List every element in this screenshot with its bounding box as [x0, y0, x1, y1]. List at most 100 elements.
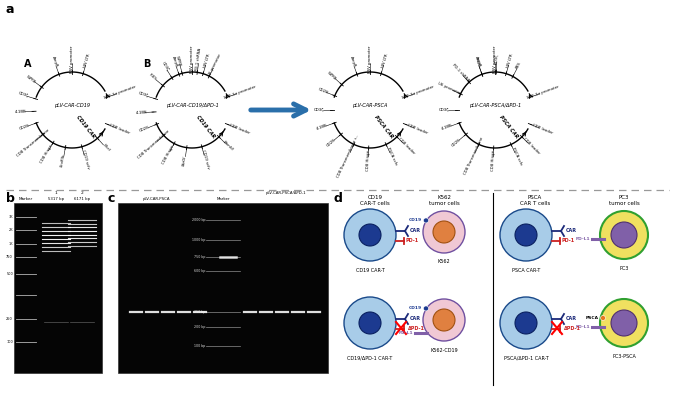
Text: a: a — [6, 3, 14, 16]
Text: CD28: CD28 — [139, 125, 151, 133]
FancyBboxPatch shape — [118, 203, 328, 373]
Text: CAR: CAR — [410, 228, 421, 233]
Text: 250: 250 — [6, 317, 13, 321]
Text: CD8 leader: CD8 leader — [531, 123, 554, 135]
Text: K562
tumor cells: K562 tumor cells — [429, 195, 460, 206]
Text: 1: 1 — [55, 191, 57, 195]
Text: PSCA
CAR T cells: PSCA CAR T cells — [520, 195, 550, 206]
Text: CD19 scfv: CD19 scfv — [200, 149, 210, 169]
Text: Marker: Marker — [216, 197, 230, 201]
Text: RSV promoter: RSV promoter — [190, 45, 194, 73]
Text: CD3ζ: CD3ζ — [314, 108, 324, 112]
Circle shape — [600, 211, 648, 259]
Circle shape — [344, 209, 396, 261]
Text: WPRE: WPRE — [327, 71, 338, 81]
Text: AmpR: AmpR — [474, 56, 481, 68]
Circle shape — [423, 218, 429, 223]
Text: CD19 CAR: CD19 CAR — [195, 115, 215, 139]
Text: CD8 Hinge: CD8 Hinge — [161, 145, 175, 165]
Circle shape — [433, 309, 455, 331]
Circle shape — [611, 222, 637, 248]
Text: NEF-1α promoter: NEF-1α promoter — [103, 85, 136, 100]
Circle shape — [600, 299, 648, 347]
Text: 6171 bp: 6171 bp — [74, 197, 90, 201]
Text: HIV LTR: HIV LTR — [381, 54, 389, 69]
Text: 2K: 2K — [8, 228, 13, 232]
Text: WPRE: WPRE — [176, 55, 182, 67]
Text: 100 bp: 100 bp — [194, 344, 205, 348]
Text: AmpR: AmpR — [171, 56, 178, 68]
Text: PD-L1: PD-L1 — [398, 331, 413, 335]
Text: PC3: PC3 — [620, 266, 628, 271]
Text: 2: 2 — [80, 191, 84, 195]
Text: NEF-1α promoter: NEF-1α promoter — [526, 85, 560, 100]
Text: PD-1 shRNA: PD-1 shRNA — [196, 48, 202, 71]
Circle shape — [359, 224, 381, 246]
Text: CD8 Transmembrane: CD8 Transmembrane — [138, 129, 171, 160]
Text: pLV-CAR-PSCA/ΔPD-1: pLV-CAR-PSCA/ΔPD-1 — [266, 191, 306, 195]
Text: PC3-PSCA: PC3-PSCA — [612, 354, 636, 359]
Text: c: c — [108, 192, 115, 205]
Text: CAR: CAR — [566, 228, 577, 233]
Text: U6 promoter: U6 promoter — [437, 81, 461, 96]
Text: NheI: NheI — [102, 143, 111, 152]
Text: CD19/ΔPD-1 CAR-T: CD19/ΔPD-1 CAR-T — [348, 356, 393, 361]
Text: PSCA CAR: PSCA CAR — [498, 115, 518, 139]
Circle shape — [423, 211, 465, 253]
Text: RSV promoter: RSV promoter — [368, 45, 372, 73]
Text: CD19 CAR: CD19 CAR — [75, 115, 96, 139]
Text: CD8 leader: CD8 leader — [228, 123, 250, 135]
Circle shape — [611, 310, 637, 336]
Text: PD-L1: PD-L1 — [575, 325, 590, 329]
Text: CD28: CD28 — [325, 138, 336, 148]
Text: PSCA: PSCA — [586, 316, 599, 320]
FancyBboxPatch shape — [14, 203, 102, 373]
Circle shape — [601, 316, 605, 320]
Text: HIV LTR: HIV LTR — [203, 54, 211, 69]
Text: EcoRIb: EcoRIb — [60, 153, 66, 167]
Text: CD8 leader: CD8 leader — [406, 123, 428, 135]
Text: CD28: CD28 — [450, 138, 461, 148]
Text: 750: 750 — [6, 256, 13, 260]
Text: BamHI: BamHI — [222, 140, 234, 152]
Text: PSCA/ΔPD-1 CAR-T: PSCA/ΔPD-1 CAR-T — [504, 356, 548, 361]
Text: CD19: CD19 — [409, 218, 422, 222]
Text: RSV promoter: RSV promoter — [70, 45, 74, 73]
Text: IRES: IRES — [148, 73, 157, 81]
Text: AmpR: AmpR — [51, 56, 59, 68]
Text: AmpR: AmpR — [349, 56, 356, 68]
Text: CD8 leader: CD8 leader — [397, 137, 415, 155]
Text: 4-1BB: 4-1BB — [441, 124, 453, 131]
Text: 100: 100 — [6, 340, 13, 344]
Text: PD-1 shRNA: PD-1 shRNA — [451, 63, 470, 83]
Text: pLV-CAR-CD19/ΔPD-1: pLV-CAR-CD19/ΔPD-1 — [165, 103, 219, 109]
Text: CD3ζ: CD3ζ — [138, 92, 148, 98]
Text: CD8 leader: CD8 leader — [109, 123, 130, 135]
Text: PC3
tumor cells: PC3 tumor cells — [609, 195, 639, 206]
Text: CD8 Transmembrane r...: CD8 Transmembrane r... — [337, 134, 360, 179]
Text: CD8 Hinge: CD8 Hinge — [40, 144, 53, 164]
Text: PSCA scfv: PSCA scfv — [511, 147, 522, 166]
Text: BsrGI: BsrGI — [182, 155, 188, 166]
Text: 1K: 1K — [8, 242, 13, 246]
Text: 200 bp: 200 bp — [194, 325, 205, 329]
Text: RSV promoter: RSV promoter — [493, 45, 497, 73]
Circle shape — [423, 306, 429, 311]
Text: 5317 bp: 5317 bp — [48, 197, 64, 201]
Text: pLV-CAR-CD19: pLV-CAR-CD19 — [54, 103, 90, 109]
Text: pLV-CAR-PSCA: pLV-CAR-PSCA — [142, 197, 169, 201]
Text: NEF-1α promoter: NEF-1α promoter — [223, 85, 256, 100]
Text: CD8 Hinge: CD8 Hinge — [491, 150, 495, 171]
Text: CD19: CD19 — [409, 307, 422, 310]
Text: CD3ζ: CD3ζ — [161, 61, 169, 72]
Text: 750 bp: 750 bp — [194, 256, 205, 260]
Text: 2000 bp: 2000 bp — [192, 218, 205, 222]
Text: HIV LTR: HIV LTR — [506, 54, 514, 69]
Text: 500: 500 — [6, 273, 13, 276]
Text: pLV-CAR-PSCA/ΔPD-1: pLV-CAR-PSCA/ΔPD-1 — [469, 103, 521, 109]
Text: CD3ζ: CD3ζ — [439, 108, 449, 112]
Circle shape — [359, 312, 381, 334]
Circle shape — [515, 224, 537, 246]
Text: CD8 Transmembrane: CD8 Transmembrane — [16, 128, 50, 158]
Text: CD8 leader: CD8 leader — [522, 137, 540, 155]
